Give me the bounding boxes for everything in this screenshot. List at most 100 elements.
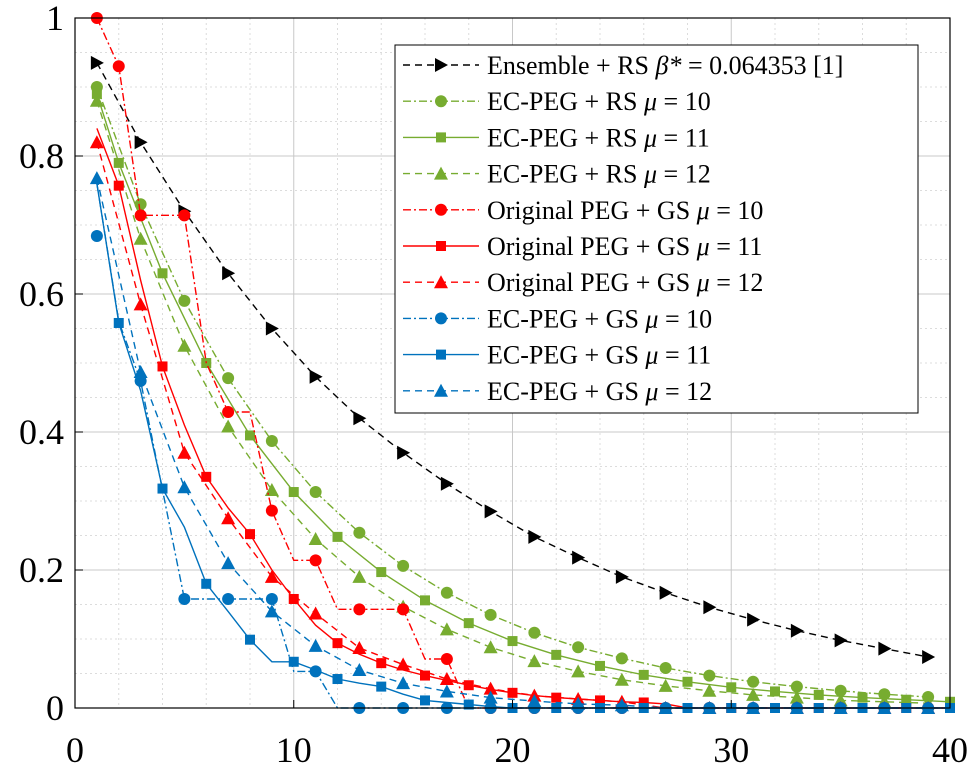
legend-label-var: μ bbox=[643, 87, 657, 116]
legend-label-prefix: EC-PEG + RS bbox=[487, 123, 644, 152]
y-tick-label: 1 bbox=[46, 0, 64, 38]
axis-ticks: 0 10 20 30 40 0 0.2 0.4 0.6 0.8 1 bbox=[19, 0, 968, 769]
legend-label-suffix: = 12 bbox=[710, 268, 764, 297]
data-point bbox=[571, 664, 586, 678]
data-point bbox=[595, 695, 605, 706]
data-point bbox=[638, 697, 649, 708]
legend-item: EC-PEG + GS μ = 12 bbox=[403, 377, 712, 406]
legend-label-var: μ bbox=[696, 232, 710, 261]
legend-label: EC-PEG + GS μ = 10 bbox=[487, 304, 712, 333]
legend-label: EC-PEG + RS μ = 11 bbox=[487, 123, 710, 152]
data-point bbox=[264, 569, 279, 583]
data-point bbox=[396, 657, 411, 671]
legend-label: EC-PEG + GS μ = 11 bbox=[487, 341, 711, 370]
data-point bbox=[332, 531, 343, 542]
data-point bbox=[265, 592, 278, 605]
data-point bbox=[265, 434, 278, 447]
data-point bbox=[90, 55, 104, 70]
legend-label-var: μ bbox=[696, 196, 710, 225]
legend-label-prefix: EC-PEG + GS bbox=[487, 377, 645, 406]
data-point bbox=[309, 554, 322, 567]
data-point bbox=[222, 592, 235, 605]
data-point bbox=[682, 676, 693, 687]
data-point bbox=[376, 658, 387, 669]
data-point bbox=[484, 608, 497, 621]
series-line bbox=[96, 62, 929, 658]
legend-label: Original PEG + GS μ = 11 bbox=[487, 232, 762, 261]
data-point bbox=[288, 656, 299, 667]
data-point bbox=[703, 669, 716, 682]
data-point bbox=[420, 695, 430, 706]
data-point bbox=[309, 369, 323, 384]
data-point bbox=[89, 93, 104, 107]
data-point bbox=[614, 672, 629, 686]
data-point bbox=[440, 653, 453, 666]
legend-label-suffix: = 12 bbox=[658, 377, 712, 406]
data-point bbox=[396, 676, 411, 690]
data-point bbox=[702, 683, 717, 697]
data-point bbox=[222, 266, 236, 281]
data-point bbox=[551, 692, 562, 703]
data-point bbox=[658, 678, 673, 692]
legend-item: EC-PEG + RS μ = 12 bbox=[403, 160, 711, 189]
y-tick-label: 0.2 bbox=[19, 550, 64, 590]
data-point bbox=[483, 640, 498, 654]
legend-marker bbox=[436, 132, 446, 143]
legend-label-var: μ bbox=[644, 377, 658, 406]
data-point bbox=[878, 641, 892, 656]
legend-marker bbox=[435, 95, 447, 108]
data-point bbox=[376, 567, 387, 578]
data-point bbox=[157, 361, 168, 372]
legend-label-var: β* bbox=[655, 51, 682, 80]
data-point bbox=[483, 681, 498, 695]
data-point bbox=[113, 180, 124, 191]
legend-label-suffix: = 11 bbox=[658, 341, 711, 370]
data-point bbox=[571, 696, 586, 710]
data-point bbox=[440, 476, 454, 491]
legend-marker bbox=[436, 349, 446, 360]
data-point bbox=[353, 603, 366, 616]
data-point bbox=[746, 687, 761, 701]
data-point bbox=[834, 633, 848, 648]
data-point bbox=[615, 569, 629, 584]
data-point bbox=[595, 660, 605, 671]
x-tick-label: 40 bbox=[932, 730, 968, 769]
legend-item: Original PEG + GS μ = 10 bbox=[403, 196, 763, 225]
data-point bbox=[89, 171, 104, 185]
data-point bbox=[397, 603, 410, 616]
x-tick-label: 30 bbox=[713, 730, 749, 769]
data-point bbox=[659, 661, 672, 674]
data-point bbox=[113, 157, 124, 168]
legend-marker bbox=[434, 166, 448, 180]
data-point bbox=[222, 405, 235, 418]
legend-label-suffix: = 11 bbox=[710, 232, 763, 261]
data-point bbox=[439, 684, 454, 698]
series-line bbox=[96, 100, 929, 704]
data-point bbox=[113, 317, 124, 328]
legend-label-prefix: Original PEG + GS bbox=[487, 196, 697, 225]
data-point bbox=[922, 649, 936, 664]
legend-label-prefix: EC-PEG + RS bbox=[487, 87, 644, 116]
series-2 bbox=[90, 81, 935, 703]
legend-item: Ensemble + RS β* = 0.064353 [1] bbox=[403, 51, 843, 80]
legend-label-var: μ bbox=[643, 123, 657, 152]
data-point bbox=[352, 569, 367, 583]
data-point bbox=[857, 692, 868, 703]
data-point bbox=[440, 586, 453, 599]
legend-label-suffix: = 12 bbox=[657, 160, 711, 189]
data-point bbox=[527, 694, 542, 708]
legend: Ensemble + RS β* = 0.064353 [1] EC-PEG + … bbox=[394, 44, 919, 414]
data-point bbox=[484, 504, 498, 519]
data-point bbox=[703, 600, 717, 615]
data-point bbox=[133, 231, 148, 245]
data-point bbox=[507, 636, 518, 647]
legend-label-prefix: EC-PEG + GS bbox=[487, 341, 645, 370]
legend-label-var: μ bbox=[644, 304, 658, 333]
data-point bbox=[376, 681, 387, 692]
data-point bbox=[245, 430, 255, 441]
data-point bbox=[288, 487, 299, 498]
y-tick-label: 0 bbox=[46, 688, 64, 728]
legend-item: EC-PEG + RS μ = 11 bbox=[403, 123, 710, 152]
legend-label-prefix: Original PEG + GS bbox=[487, 268, 697, 297]
legend-label-prefix: EC-PEG + GS bbox=[487, 304, 645, 333]
